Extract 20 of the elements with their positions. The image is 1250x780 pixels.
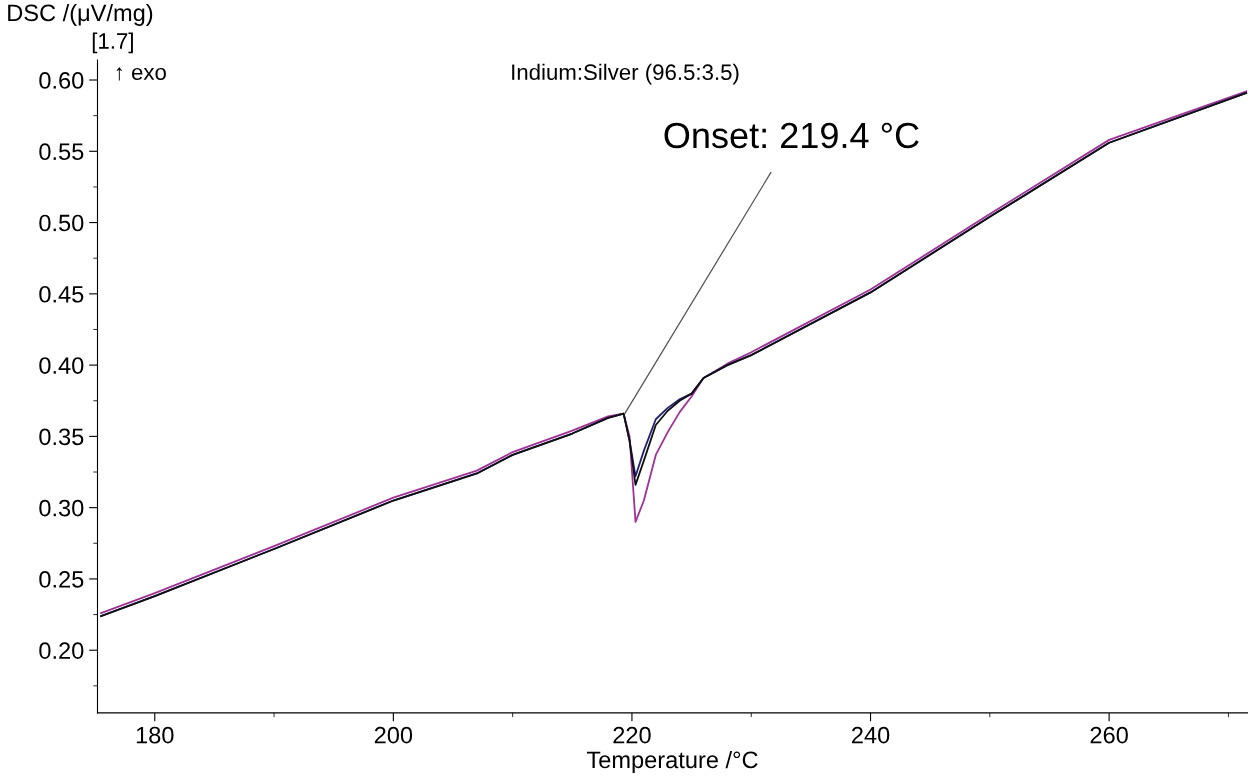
- y-tick-label: 0.60: [39, 72, 84, 89]
- x-tick-label: 200: [374, 726, 413, 744]
- y-tick-label: 0.55: [39, 143, 84, 161]
- x-tick-label: 180: [136, 726, 174, 744]
- x-axis-title: Temperature /°C: [586, 750, 758, 773]
- text: [1.7]: [92, 32, 133, 54]
- y-tick-label: 0.45: [39, 285, 84, 303]
- y-tick-label: 0.40: [39, 357, 84, 374]
- y-tick-label: 0.20: [39, 642, 84, 659]
- y-tick-label: 0.50: [39, 214, 84, 232]
- x-tick-label: 240: [852, 726, 890, 744]
- y-tick-label: 0.25: [39, 571, 84, 588]
- annotation: Onset: 219.4 °C: [664, 122, 919, 149]
- x-tick-label: 220: [613, 726, 651, 744]
- x-tick-label: 260: [1090, 726, 1128, 744]
- annotation: ↑ exo: [116, 67, 166, 81]
- y-tick-label: 0.35: [39, 428, 84, 446]
- chart-title: Indium:Silver (96.5:3.5): [512, 63, 739, 85]
- y-tick-label: 0.30: [39, 499, 84, 517]
- y-axis-title: DSC /(μV/mg): [8, 3, 153, 26]
